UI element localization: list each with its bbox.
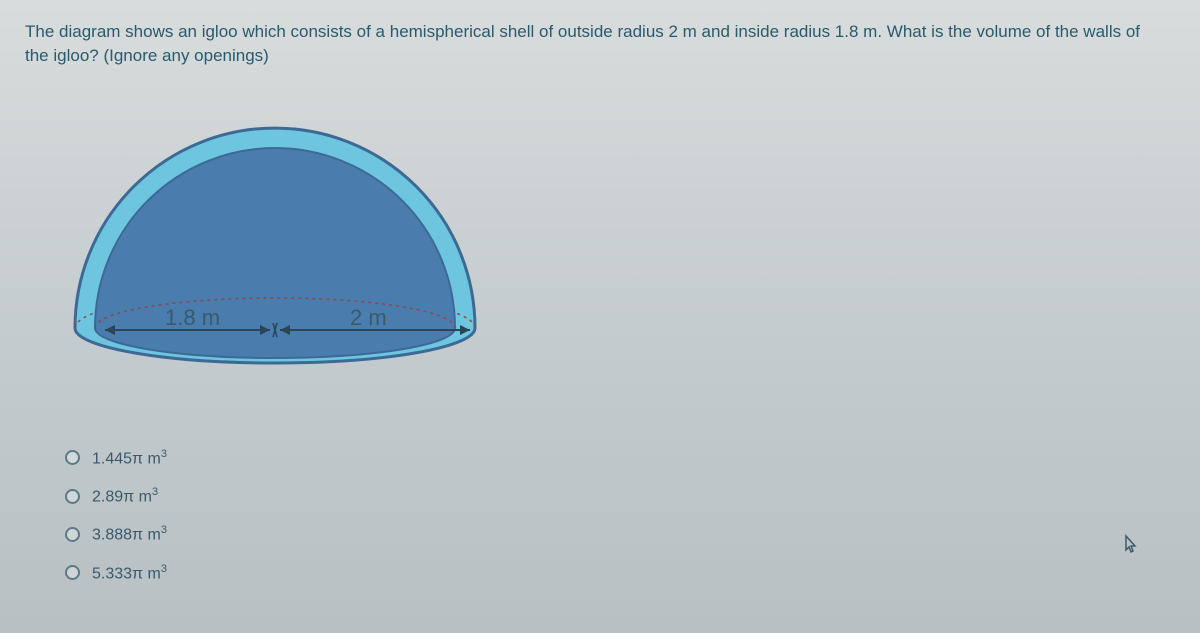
option-a[interactable]: 1.445π m3 (65, 448, 1175, 468)
diagram-svg: 1.8 m 2 m (55, 98, 495, 398)
option-d[interactable]: 5.333π m3 (65, 563, 1175, 583)
question-line1: The diagram shows an igloo which consist… (25, 22, 1140, 41)
radio-icon (65, 450, 80, 465)
inner-radius-label: 1.8 m (165, 305, 220, 330)
option-c-label: 3.888π m3 (92, 524, 167, 544)
pointer-cursor-icon (1120, 534, 1140, 563)
question-line2: the igloo? (Ignore any openings) (25, 46, 269, 65)
option-c[interactable]: 3.888π m3 (65, 524, 1175, 544)
option-d-label: 5.333π m3 (92, 563, 167, 583)
igloo-diagram: 1.8 m 2 m (55, 98, 495, 398)
option-a-label: 1.445π m3 (92, 448, 167, 468)
radio-icon (65, 489, 80, 504)
answer-options: 1.445π m3 2.89π m3 3.888π m3 5.333π m3 (65, 448, 1175, 583)
outer-radius-label: 2 m (350, 305, 387, 330)
option-b-label: 2.89π m3 (92, 486, 158, 506)
radio-icon (65, 527, 80, 542)
question-text: The diagram shows an igloo which consist… (25, 20, 1175, 68)
radio-icon (65, 565, 80, 580)
option-b[interactable]: 2.89π m3 (65, 486, 1175, 506)
